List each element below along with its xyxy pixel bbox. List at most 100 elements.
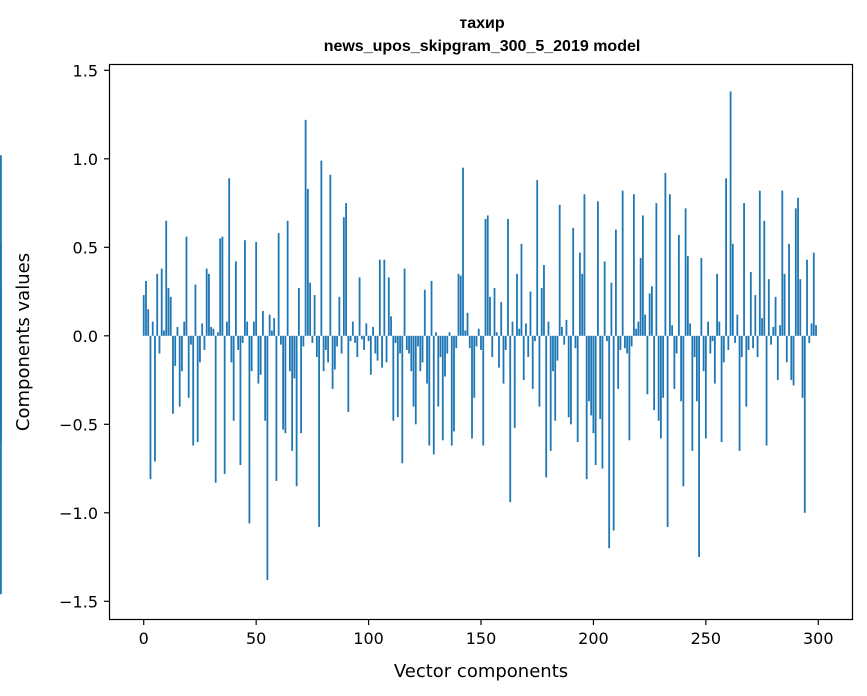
y-tick-label: 0.5 — [73, 238, 98, 257]
bar — [500, 302, 503, 336]
bar — [432, 335, 435, 455]
bar — [693, 335, 696, 358]
bar — [731, 243, 734, 336]
bar — [641, 215, 644, 336]
bar — [356, 335, 359, 358]
bar — [0, 335, 2, 349]
bar — [536, 180, 539, 336]
bar — [556, 335, 559, 361]
y-tick-label: 1.5 — [73, 61, 98, 80]
bar — [572, 227, 575, 336]
bar — [392, 335, 395, 421]
bar — [360, 335, 363, 340]
bar — [599, 335, 602, 419]
bar — [253, 321, 255, 336]
bar — [394, 335, 397, 343]
bar — [788, 243, 790, 336]
bar — [421, 335, 424, 363]
bar — [639, 257, 642, 336]
bar — [277, 233, 280, 336]
bar — [563, 335, 566, 345]
bar — [0, 335, 2, 443]
bar — [275, 335, 278, 481]
bar — [390, 316, 392, 336]
bar — [810, 323, 813, 336]
bar — [304, 119, 307, 336]
bar — [491, 335, 494, 358]
bar — [212, 328, 215, 336]
bar — [635, 328, 638, 336]
bar — [509, 335, 512, 503]
bar — [381, 335, 383, 368]
bar — [792, 335, 795, 386]
bar — [423, 289, 426, 336]
bar — [545, 335, 548, 478]
bar — [223, 335, 226, 474]
plot-frame — [108, 63, 854, 621]
bar — [239, 335, 242, 466]
bar — [273, 318, 276, 336]
bar — [734, 335, 736, 343]
bar — [608, 335, 611, 549]
bar — [250, 335, 253, 372]
bar — [484, 218, 487, 336]
bar — [241, 335, 244, 343]
bar — [345, 203, 347, 336]
bar — [226, 321, 228, 336]
y-tick-label: −1.0 — [59, 504, 98, 523]
bar — [471, 335, 473, 439]
bar — [684, 208, 687, 336]
bar — [534, 335, 536, 342]
bar — [286, 220, 289, 336]
bar — [464, 330, 467, 336]
bar — [561, 326, 563, 336]
bar — [657, 335, 660, 421]
bar — [147, 309, 150, 336]
bar — [756, 335, 759, 358]
bar — [444, 335, 446, 377]
bar — [149, 335, 152, 480]
bar — [767, 279, 770, 336]
bar — [579, 252, 581, 336]
bar — [347, 335, 350, 412]
y-tick-label: −0.5 — [59, 415, 98, 434]
bar — [686, 256, 689, 336]
bar — [217, 332, 219, 336]
bar — [329, 174, 332, 336]
bar — [799, 279, 802, 336]
bar — [502, 335, 505, 384]
bar — [529, 291, 532, 336]
bar — [428, 335, 431, 446]
bar — [680, 335, 683, 402]
bar — [774, 296, 777, 336]
bar — [727, 335, 730, 350]
bar — [808, 335, 811, 343]
chart-title-line2: news_upos_skipgram_300_5_2019 model — [324, 38, 641, 55]
bar — [259, 335, 262, 375]
bar — [214, 335, 217, 483]
bar — [718, 321, 721, 336]
bar — [385, 335, 388, 363]
bar — [151, 321, 154, 336]
bar — [318, 335, 321, 527]
bar — [664, 172, 667, 336]
bar — [174, 335, 177, 366]
bar — [704, 335, 707, 439]
bar — [576, 335, 579, 443]
bar — [181, 335, 183, 372]
bar — [637, 321, 640, 336]
bar — [740, 335, 743, 358]
bar — [554, 335, 557, 421]
bar — [615, 229, 617, 336]
bar — [410, 335, 413, 372]
bar — [412, 335, 415, 407]
bar — [603, 261, 606, 336]
bar — [457, 273, 460, 336]
bar — [156, 273, 159, 336]
bar — [783, 273, 786, 336]
bar — [205, 268, 208, 336]
bar — [525, 323, 527, 336]
bar — [583, 194, 586, 336]
bar — [367, 335, 370, 342]
bar — [172, 335, 174, 414]
